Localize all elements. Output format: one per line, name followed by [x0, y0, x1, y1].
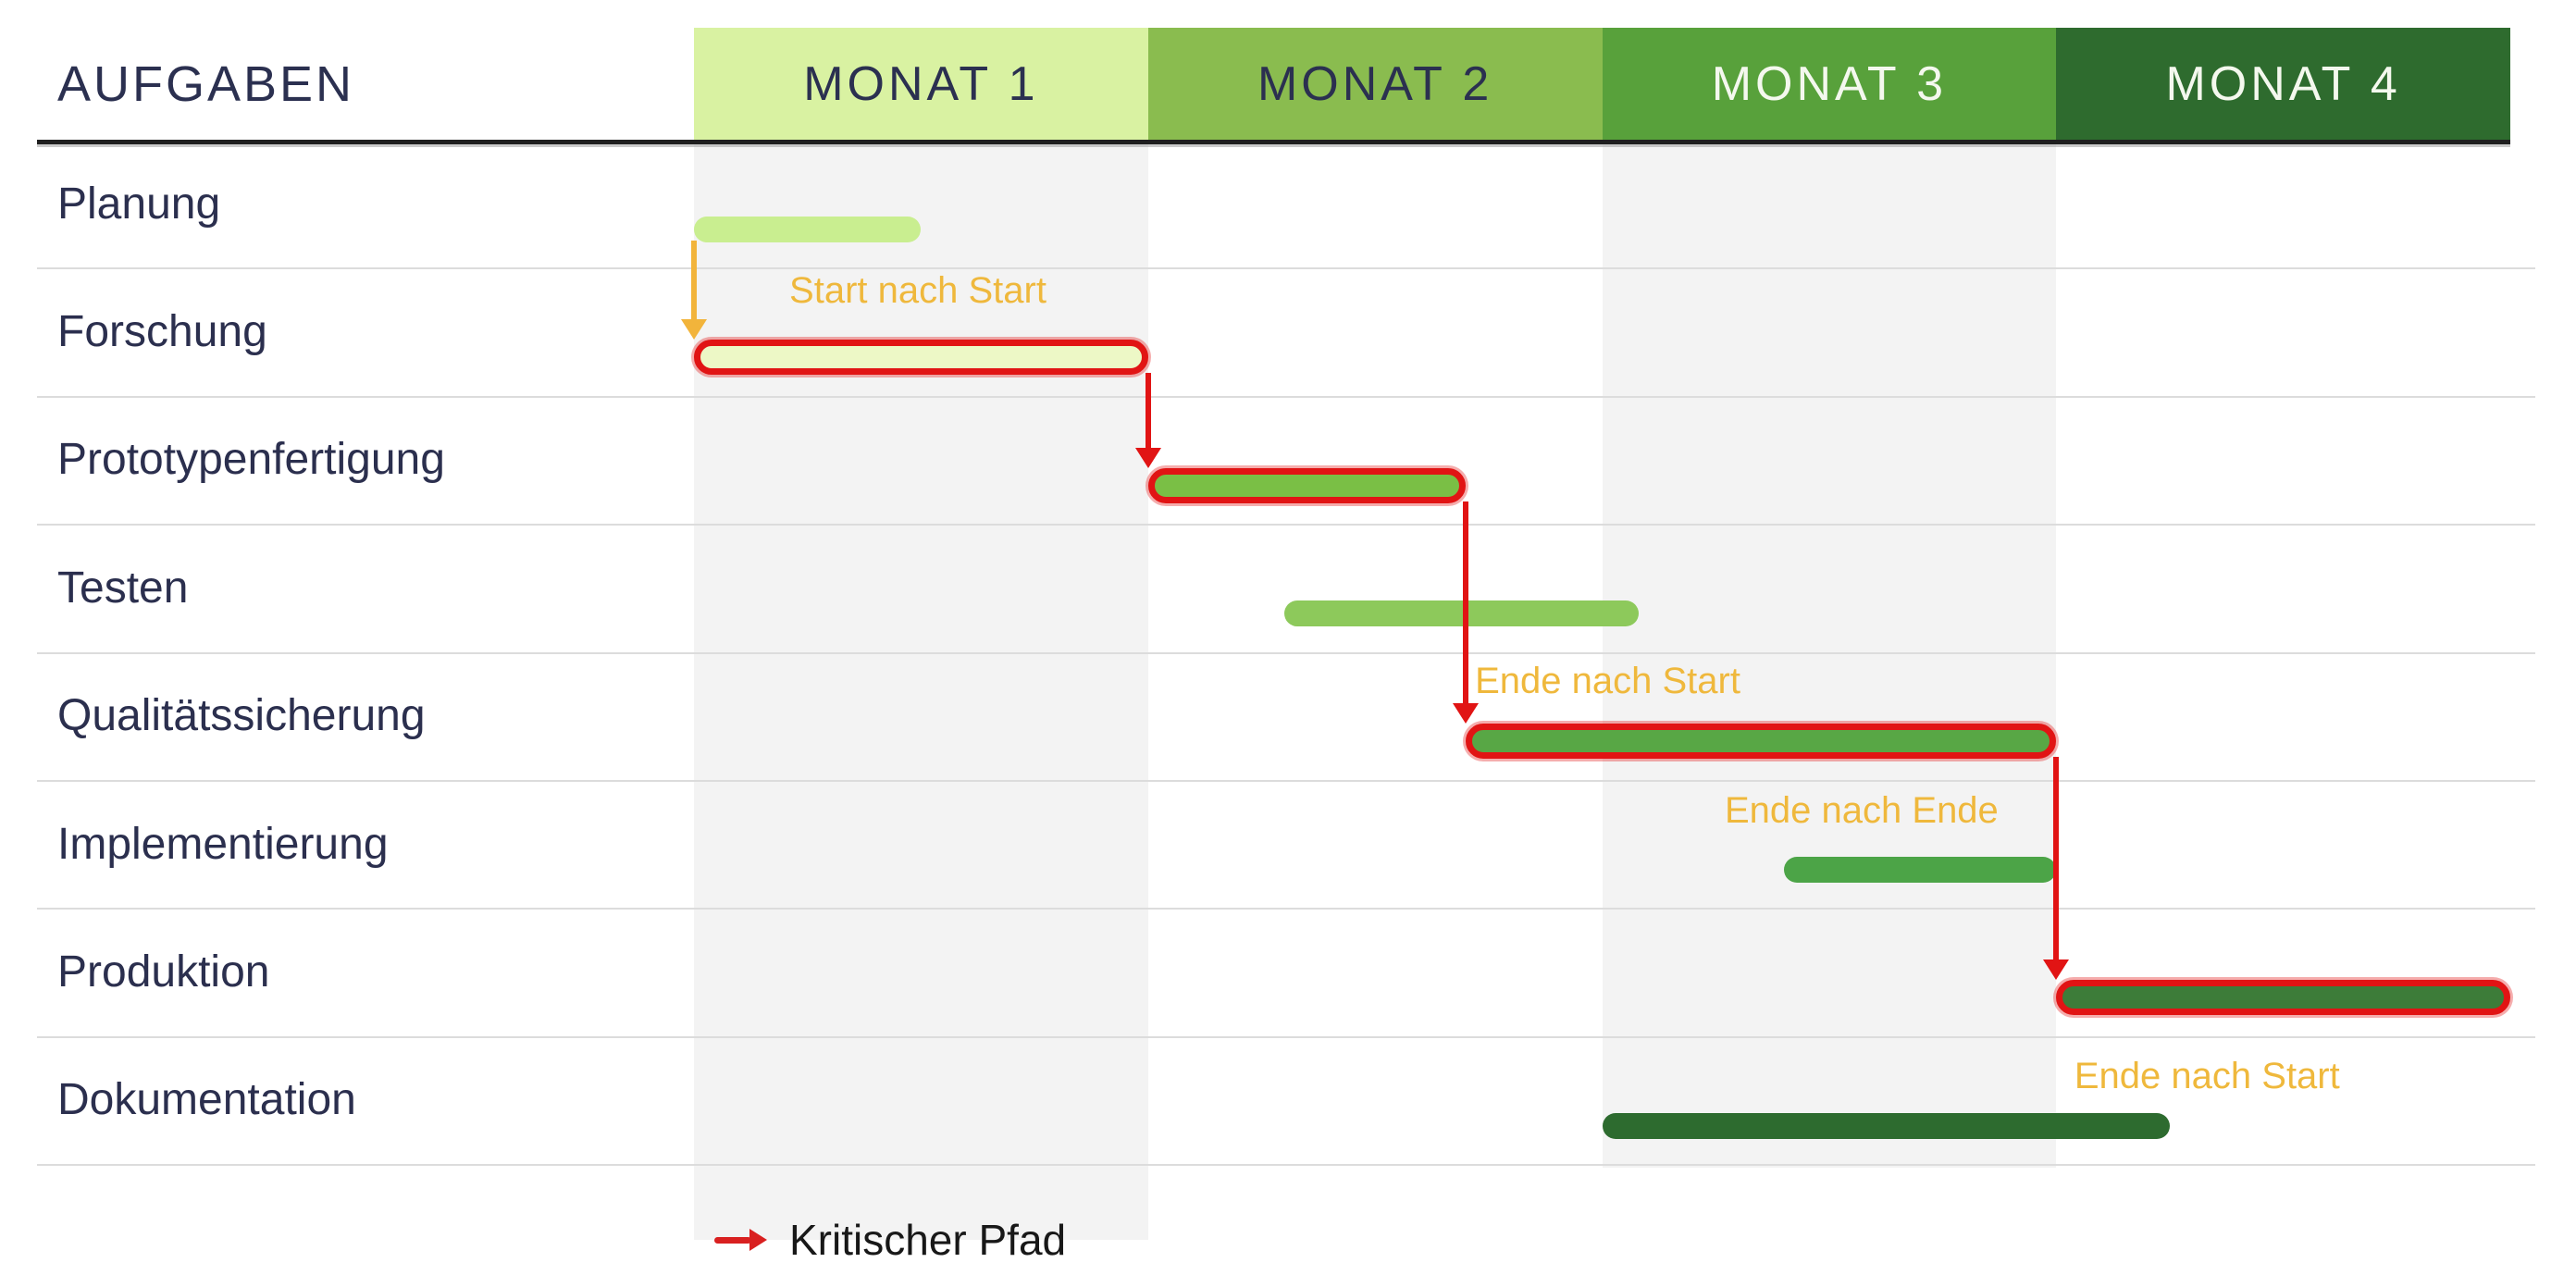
gantt-bar — [694, 340, 1148, 376]
gantt-bar — [1783, 856, 2057, 883]
tasks-column-header: AUFGABEN — [57, 56, 355, 112]
month-header: MONAT 3 — [1602, 28, 2057, 140]
dependency-line — [2053, 757, 2060, 966]
row-separator — [37, 524, 2535, 526]
gantt-bar — [694, 216, 922, 242]
legend: Kritischer Pfad — [714, 1216, 1066, 1264]
gantt-bar — [1147, 467, 1467, 503]
month-header: MONAT 2 — [1147, 28, 1603, 140]
gantt-bar — [1602, 1112, 2170, 1139]
dependency-line — [1145, 373, 1151, 453]
task-row-label: Testen — [57, 563, 189, 613]
annotation-label: Ende nach Ende — [1725, 790, 1999, 832]
dependency-arrowhead — [681, 319, 707, 340]
task-row-label: Implementierung — [57, 819, 389, 869]
task-row-label: Dokumentation — [57, 1075, 356, 1125]
task-row-label: Planung — [57, 179, 221, 229]
legend-label: Kritischer Pfad — [789, 1216, 1067, 1264]
gantt-bar — [2056, 980, 2510, 1016]
dependency-line — [691, 240, 697, 326]
annotation-label: Ende nach Start — [2074, 1055, 2340, 1096]
task-row-label: Forschung — [57, 307, 267, 357]
task-row-label: Produktion — [57, 947, 270, 997]
dependency-arrowhead — [1453, 703, 1480, 724]
task-row-label: Prototypenfertigung — [57, 435, 445, 485]
annotation-label: Start nach Start — [789, 270, 1046, 312]
row-separator — [37, 395, 2535, 398]
row-separator — [37, 651, 2535, 654]
row-separator — [37, 267, 2535, 270]
month-header: MONAT 1 — [694, 28, 1148, 140]
header-rule — [37, 140, 2510, 144]
gantt-bar — [1283, 600, 1639, 627]
month-header: MONAT 4 — [2056, 28, 2510, 140]
gantt-bar — [1466, 724, 2057, 760]
dependency-arrowhead — [1134, 447, 1161, 468]
column-stripe — [694, 140, 1148, 1240]
row-separator — [37, 780, 2535, 782]
dependency-line — [1463, 501, 1469, 710]
dependency-arrowhead — [2043, 959, 2070, 981]
annotation-label: Ende nach Start — [1475, 661, 1740, 702]
row-separator — [37, 1164, 2535, 1167]
task-row-label: Qualitätssicherung — [57, 691, 426, 741]
critical-path-arrow-icon — [714, 1229, 767, 1251]
row-separator — [37, 1035, 2535, 1038]
row-separator — [37, 908, 2535, 910]
